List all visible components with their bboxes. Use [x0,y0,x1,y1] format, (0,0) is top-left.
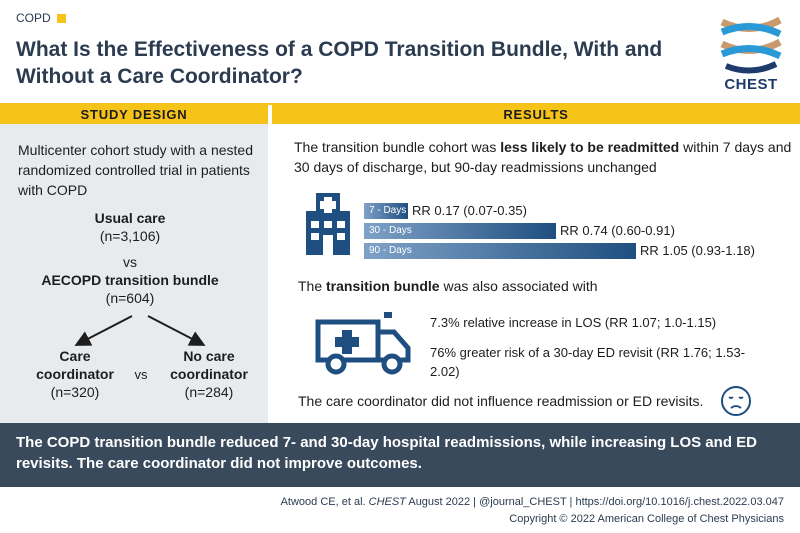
assoc-pre: The [298,278,327,294]
copyright-line: Copyright © 2022 American College of Che… [509,513,784,525]
vs-label-bottom: vs [134,367,148,382]
bar-3: 90 - Days [364,243,636,259]
bar-label-1: RR 0.17 (0.07-0.35) [412,203,527,218]
care-coordinator-line1: Care [59,348,91,364]
worried-face-icon [721,386,751,416]
results-heading: RESULTS [272,105,800,124]
category-label: COPD [16,11,51,25]
citation-line: Atwood CE, et al. CHEST August 2022 | @j… [281,496,784,508]
no-care-coordinator-line1: No care [183,348,235,364]
cite-authors: Atwood CE, et al. [280,496,369,508]
category-tag: COPD [16,11,66,25]
results-intro-pre: The transition bundle cohort was [294,139,501,155]
bundle-label: AECOPD transition bundle [41,272,219,288]
study-design-panel: STUDY DESIGN Multicenter cohort study wi… [0,105,268,423]
category-square-icon [56,13,66,23]
results-intro: The transition bundle cohort was less li… [294,137,794,177]
results-intro-post: within 7 days and 30 days of discharge, … [294,139,792,175]
header-divider [0,103,800,105]
chest-logo-icon [720,16,782,74]
vs-label-top: vs [123,254,137,270]
hospital-icon [306,193,350,255]
results-panel: RESULTS The transition bundle cohort was… [272,105,800,423]
assoc-post: was also associated with [439,278,598,294]
ambulance-icon [315,312,411,375]
bar-label-3: RR 1.05 (0.93-1.18) [640,243,755,258]
page-title: What Is the Effectiveness of a COPD Tran… [16,38,663,88]
chest-logo-text: CHEST [724,76,778,93]
study-design-heading: STUDY DESIGN [0,105,268,124]
usual-care-label: Usual care [94,210,166,226]
care-coordinator-line2: coordinator [36,366,114,382]
study-design-intro: Multicenter cohort study with a nested r… [18,142,254,198]
no-care-coordinator-line2: coordinator [170,366,248,382]
bar-2: 30 - Days [364,223,556,239]
assoc-bold: transition bundle [326,278,440,294]
bundle-n: (n=604) [105,290,155,306]
conclusion-band: The COPD transition bundle reduced 7- an… [0,423,800,487]
bar-1: 7 - Days [364,203,408,219]
branch-arrows-icon [74,315,206,346]
los-finding: 7.3% relative increase in LOS (RR 1.07; … [430,315,717,330]
bundle-association-line: The transition bundle was also associate… [298,276,598,296]
ed-revisit-finding: 76% greater risk of a 30-day ED revisit … [430,345,746,379]
no-care-coordinator-n: (n=284) [184,384,234,400]
cite-rest: August 2022 | @journal_CHEST | https://d… [405,496,784,508]
cite-journal: CHEST [368,496,406,508]
care-coordinator-n: (n=320) [50,384,100,400]
bar-label-2: RR 0.74 (0.60-0.91) [560,223,675,238]
usual-care-n: (n=3,106) [99,228,161,244]
coordinator-note: The care coordinator did not influence r… [298,393,704,409]
results-intro-bold: less likely to be readmitted [500,139,680,155]
